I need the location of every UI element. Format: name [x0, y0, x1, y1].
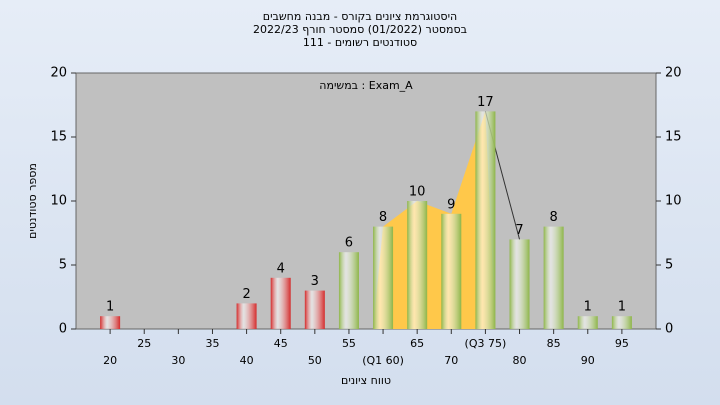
x-tick-label: 80: [513, 354, 527, 367]
data-label: 8: [550, 210, 558, 225]
plot-area: [75, 72, 657, 330]
data-label: 2: [242, 287, 250, 302]
data-label: 1: [584, 300, 592, 315]
data-label: 6: [345, 236, 353, 251]
x-tick-label: 40: [240, 354, 254, 367]
bar: [475, 111, 496, 330]
chart-subtitle: סטודנטים רשומים - 111: [303, 36, 417, 49]
x-tick-label: 85: [547, 337, 561, 350]
x-tick-label: 20: [103, 354, 117, 367]
x-axis-label: טווח ציונים: [341, 374, 391, 387]
data-label: 9: [447, 197, 455, 212]
y-tick-label: 15: [50, 130, 67, 145]
x-tick-label: 95: [615, 337, 629, 350]
y-axis-label: מספר סטודנטים: [26, 163, 39, 239]
chart-subtitle: בסמסטר (01/2022) סמסטר חורף 2022/23: [253, 23, 467, 36]
x-tick-label: 90: [581, 354, 595, 367]
bar: [407, 201, 428, 329]
x-tick-label: (Q1 60): [362, 354, 404, 367]
x-tick-label: (Q3 75): [465, 337, 507, 350]
data-label: 1: [618, 300, 626, 315]
data-label: 7: [515, 223, 523, 238]
data-label: 1: [106, 300, 114, 315]
data-label: 3: [311, 274, 319, 289]
y-tick-label: 20: [50, 66, 67, 81]
y-tick-label: 0: [59, 322, 67, 337]
y2-tick-label: 10: [665, 194, 682, 209]
x-tick-label: 35: [205, 337, 219, 350]
quartile-area: [373, 111, 496, 330]
bar: [100, 316, 121, 329]
data-label: 10: [409, 185, 426, 200]
data-label: 8: [379, 210, 387, 225]
bar: [304, 290, 325, 329]
y2-tick-label: 20: [665, 66, 682, 81]
x-tick-label: 45: [274, 337, 288, 350]
y2-tick-label: 15: [665, 130, 682, 145]
y2-tick-label: 5: [665, 258, 673, 273]
bar: [270, 277, 291, 329]
chart-title: היסטוגרמת ציונים בקורס - מבנה מחשבים: [263, 10, 457, 23]
data-label: 4: [277, 261, 285, 276]
x-tick-label: 65: [410, 337, 424, 350]
bar: [373, 226, 394, 329]
bar: [577, 316, 598, 329]
data-label: 17: [477, 95, 494, 110]
x-tick-label: 30: [171, 354, 185, 367]
x-tick-label: 50: [308, 354, 322, 367]
bar: [543, 226, 564, 329]
annotation: במשימה : Exam_A: [319, 79, 413, 92]
bar: [611, 316, 632, 329]
y-tick-label: 5: [59, 258, 67, 273]
x-tick-label: 25: [137, 337, 151, 350]
y2-tick-label: 0: [665, 322, 673, 337]
x-tick-label: 55: [342, 337, 356, 350]
bar: [338, 252, 359, 329]
bar: [509, 239, 530, 329]
x-tick-label: 70: [444, 354, 458, 367]
bar: [441, 213, 462, 329]
bar: [236, 303, 257, 329]
y-tick-label: 10: [50, 194, 67, 209]
